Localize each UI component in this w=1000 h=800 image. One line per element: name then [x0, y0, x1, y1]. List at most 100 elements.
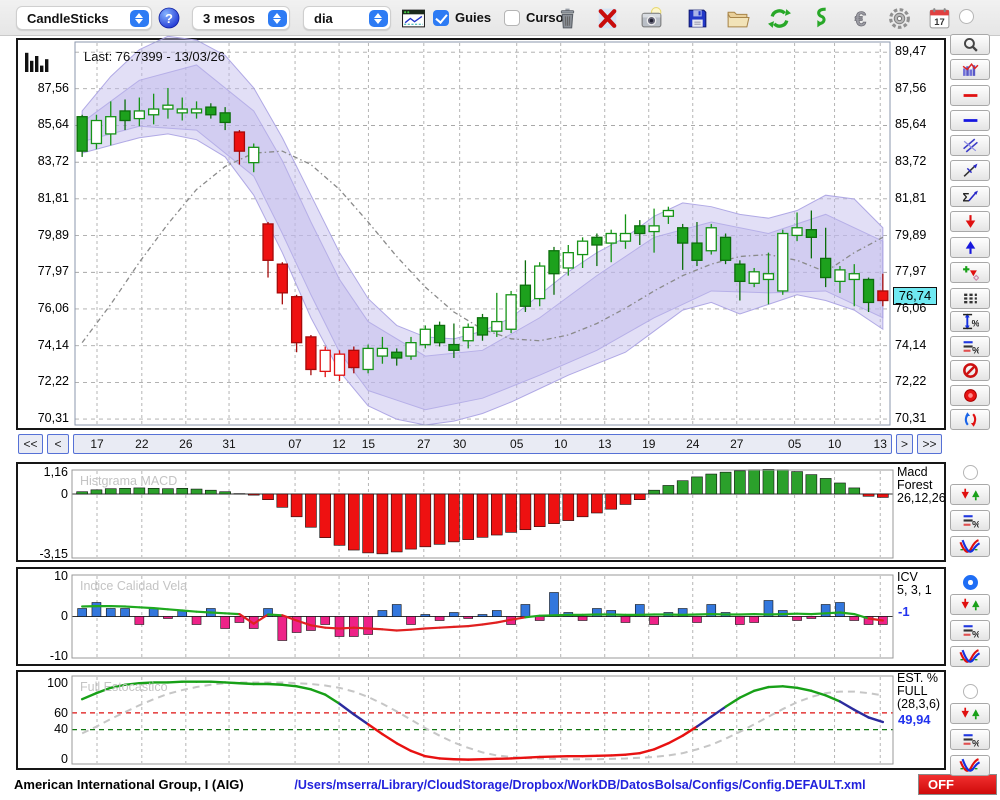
folder-icon	[727, 11, 750, 27]
stochastic-arrows-red-green-button[interactable]	[950, 703, 990, 724]
gear-button[interactable]	[886, 5, 912, 31]
camera-button[interactable]	[638, 5, 664, 31]
calendar-icon: 17	[929, 7, 949, 28]
icv-panel-radio[interactable]	[963, 575, 978, 590]
disable-tool-button[interactable]	[950, 360, 990, 381]
select-stepper-icon	[267, 9, 287, 27]
svg-text:%: %	[972, 629, 979, 639]
channel-tool-button[interactable]	[950, 135, 990, 156]
refresh-button[interactable]	[766, 5, 792, 31]
price-axis-label-left: 79,89	[37, 227, 69, 242]
x-date-label: 24	[686, 437, 700, 451]
x-date-label: 10	[827, 437, 842, 451]
delete-x-button[interactable]	[594, 5, 620, 31]
x-date-label: 26	[179, 437, 193, 451]
lines-percent-icon: %	[963, 341, 979, 355]
x-date-label: 22	[135, 437, 149, 451]
stochastic-label-line: FULL	[897, 684, 928, 698]
stochastic-lines-percent-button[interactable]: %	[950, 729, 990, 750]
x-date-label: 15	[361, 437, 376, 451]
levels-tool-button[interactable]	[950, 288, 990, 309]
off-button[interactable]: OFF	[918, 774, 997, 795]
x-date-label: 05	[510, 437, 524, 451]
euro-icon: €	[854, 7, 867, 31]
red-line-tool-button[interactable]	[950, 85, 990, 106]
macd-label-line: 26,12,26	[897, 491, 946, 505]
price-axis-label-left: 87,56	[37, 80, 69, 95]
trash-icon	[560, 8, 574, 28]
arrows-red-green-icon	[961, 707, 979, 720]
chart-type-select[interactable]: CandleSticks	[16, 6, 152, 30]
save-button[interactable]	[684, 5, 710, 31]
icv-label-line: 5, 3, 1	[897, 583, 932, 597]
svg-text:€: €	[854, 7, 866, 30]
lines-percent-tool-button[interactable]: %	[950, 336, 990, 357]
icv-lines-percent-button[interactable]: %	[950, 620, 990, 641]
sum-trendline-tool-button[interactable]: Σ	[950, 186, 990, 207]
measure-percent-tool-button[interactable]: %	[950, 311, 990, 332]
macd-axis-label: 1,16	[43, 464, 68, 479]
nav-date-strip[interactable]	[73, 434, 892, 454]
mini-chart-window-button[interactable]	[401, 8, 425, 28]
record-tool-button[interactable]	[950, 385, 990, 406]
macd-axis-label: 0	[61, 487, 68, 501]
stochastic-curve-indicator-button[interactable]	[950, 755, 990, 776]
calendar-button[interactable]: 17	[926, 5, 952, 31]
interval-select[interactable]: dia	[303, 6, 391, 30]
mark-down-tool-button[interactable]	[950, 211, 990, 232]
lines-percent-icon: %	[963, 515, 979, 529]
svg-text:%: %	[972, 738, 979, 748]
mini-chart-window-icon	[401, 9, 425, 27]
cursor-checkbox[interactable]	[504, 10, 520, 26]
help-button[interactable]: ?	[158, 7, 180, 29]
delete-x-icon	[598, 8, 616, 28]
toolbar-radio[interactable]	[959, 9, 974, 24]
x-date-label: 30	[452, 437, 467, 451]
period-select[interactable]: 3 mesos	[192, 6, 290, 30]
last-price-label: Last: 76.7399 - 13/03/26	[84, 49, 225, 64]
measure-percent-icon: %	[962, 313, 979, 330]
x-date-label: 12	[332, 437, 346, 451]
icv-curve-indicator-button[interactable]	[950, 646, 990, 667]
stochastic-axis-label: 40	[54, 721, 68, 736]
macd-panel-radio[interactable]	[963, 465, 978, 480]
stochastic-current-value: 49,94	[898, 712, 931, 727]
stochastic-axis-label: 60	[54, 706, 68, 721]
nav-prev-button[interactable]: <	[47, 434, 69, 454]
price-axis-label-left: 76,06	[37, 300, 69, 315]
macd-label-line: Forest	[897, 478, 933, 492]
macd-lines-percent-button[interactable]: %	[950, 510, 990, 531]
x-date-label: 07	[288, 437, 302, 451]
symbol-label: American International Group, I (AIG)	[14, 777, 244, 792]
guies-checkbox[interactable]	[433, 10, 449, 26]
curve-indicator-icon	[959, 758, 981, 772]
macd-arrows-red-green-button[interactable]	[950, 484, 990, 505]
nav-last-button[interactable]: >>	[917, 434, 942, 454]
euro-button[interactable]: €	[847, 5, 873, 31]
config-path-link[interactable]: /Users/mserra/Library/CloudStorage/Dropb…	[294, 778, 866, 792]
indicator-panel-tool-button[interactable]	[950, 59, 990, 80]
x-date-label: 17	[90, 437, 104, 451]
stochastic-panel-radio[interactable]	[963, 684, 978, 699]
icv-panel-frame	[16, 567, 946, 666]
zoom-tool-button[interactable]	[950, 34, 990, 55]
add-signal-tool-button[interactable]	[950, 262, 990, 283]
reload-tool-button[interactable]	[950, 409, 990, 430]
trash-button[interactable]	[554, 5, 580, 31]
icv-arrows-red-green-button[interactable]	[950, 594, 990, 615]
stochastic-axis-label: 100	[47, 676, 68, 690]
stochastic-label-line: EST. %	[897, 671, 938, 685]
select-stepper-icon	[368, 9, 388, 27]
undo-button[interactable]	[808, 5, 834, 31]
stochastic-panel-frame	[16, 670, 946, 770]
trendline-tool-button[interactable]	[950, 160, 990, 181]
mark-up-tool-button[interactable]	[950, 237, 990, 258]
x-date-label: 31	[222, 437, 236, 451]
macd-curve-indicator-button[interactable]	[950, 536, 990, 557]
blue-line-tool-button[interactable]	[950, 110, 990, 131]
macd-panel-frame	[16, 462, 946, 562]
nav-first-button[interactable]: <<	[18, 434, 43, 454]
svg-text:%: %	[972, 519, 979, 529]
price-axis-label-right: 76,06	[895, 300, 927, 315]
folder-button[interactable]	[724, 5, 750, 31]
